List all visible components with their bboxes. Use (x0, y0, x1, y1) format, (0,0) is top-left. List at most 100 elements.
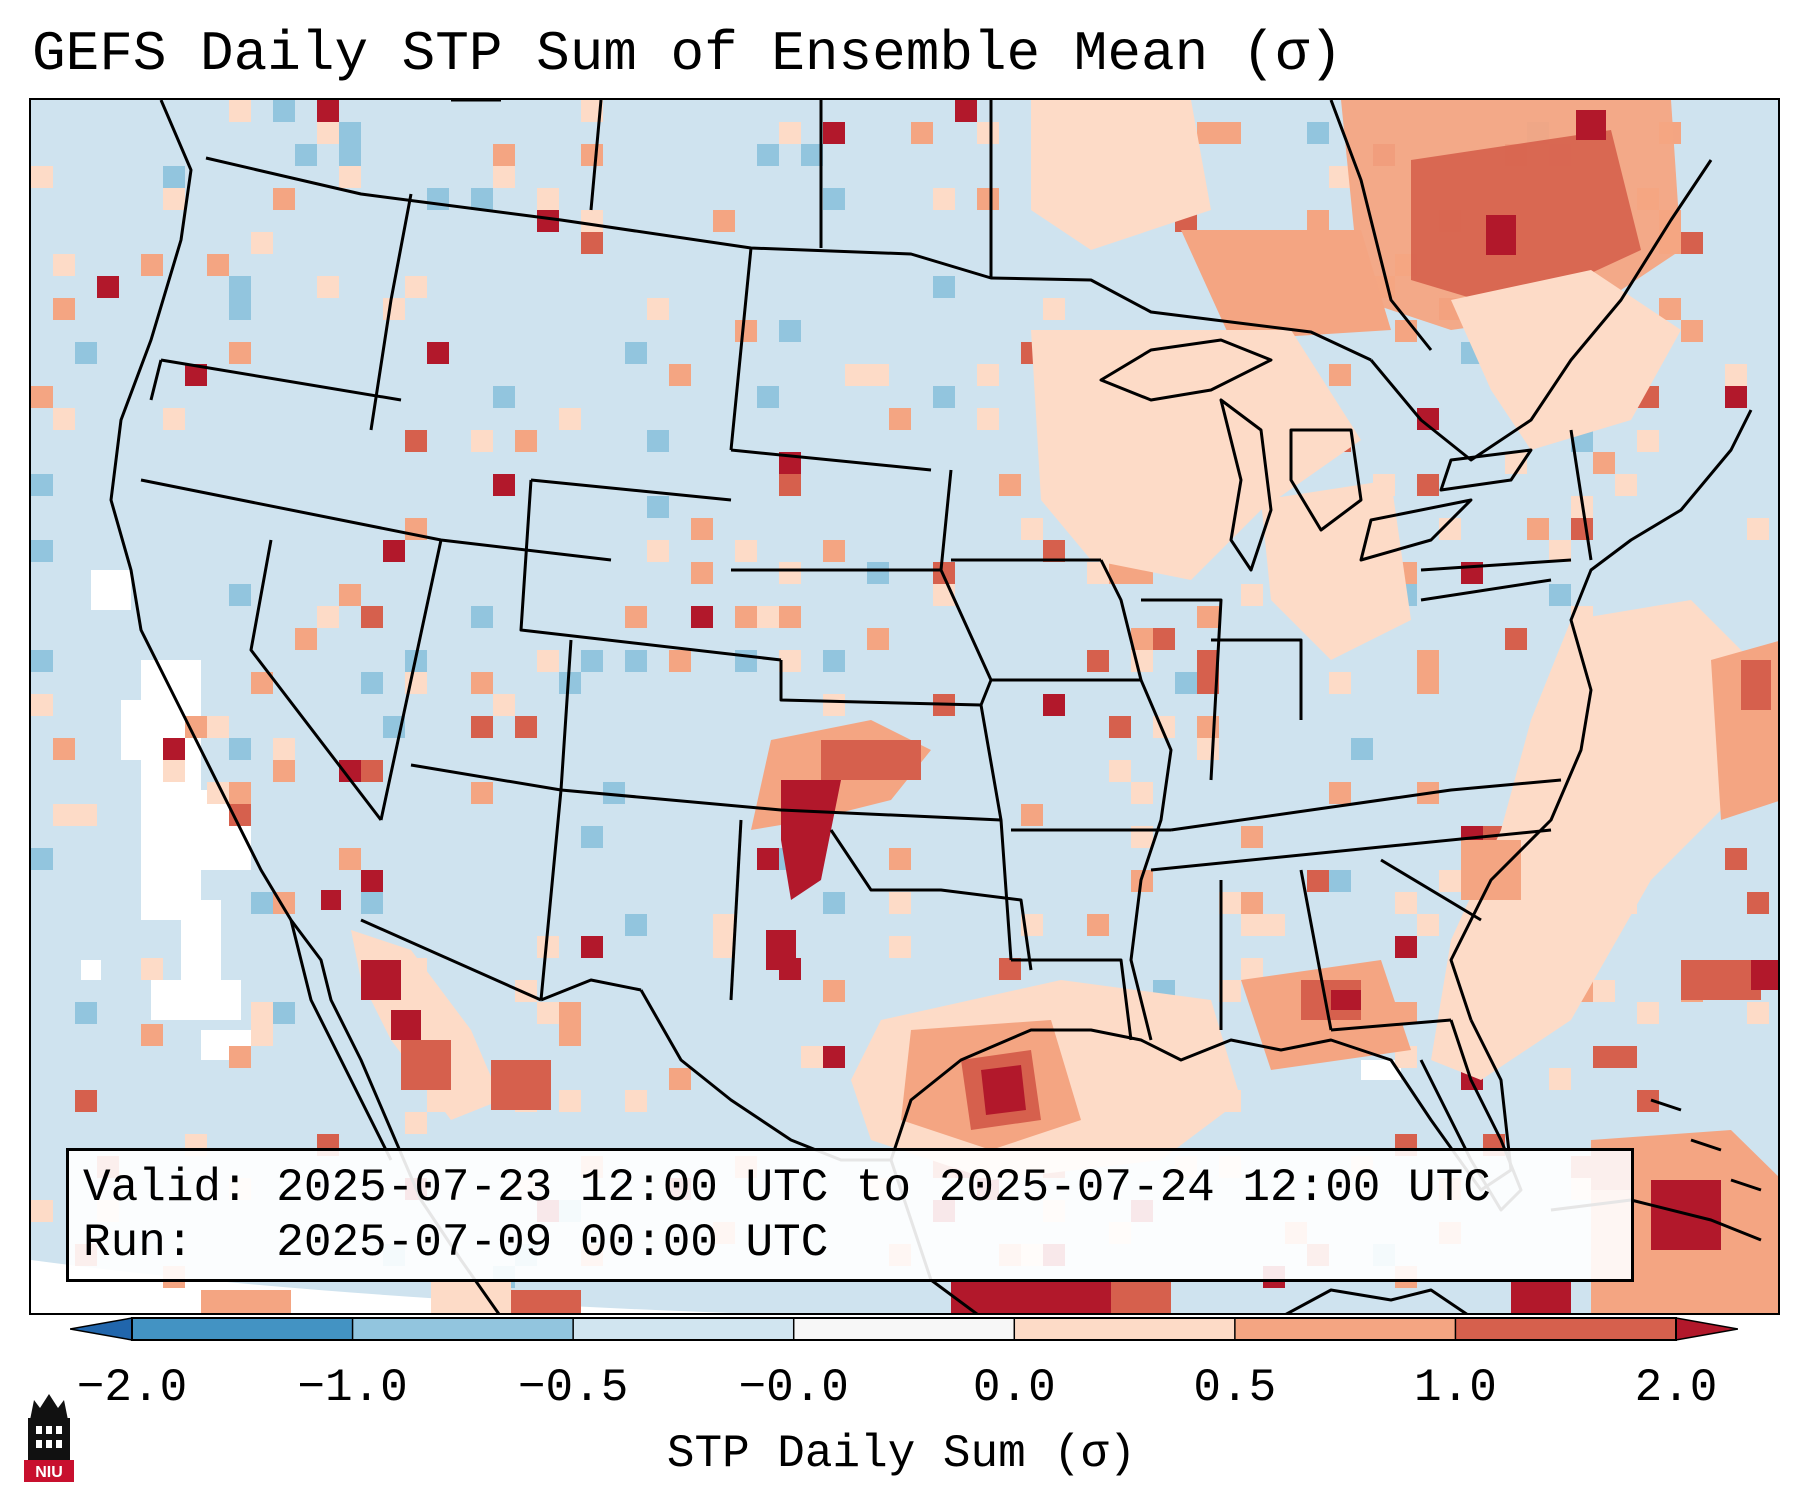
anomaly-cell (273, 1002, 295, 1024)
anomaly-cell (779, 650, 801, 672)
border-co-nm-ok (410, 763, 1002, 822)
border-ny-pa (1420, 558, 1572, 572)
anomaly-cell (493, 386, 515, 408)
anomaly-cell (779, 474, 801, 496)
anomaly-cell (339, 144, 361, 166)
anomaly-cell (823, 540, 845, 562)
coastline-east (1449, 409, 1753, 1021)
anomaly-cell (1681, 232, 1703, 254)
anomaly-cell (31, 650, 53, 672)
coastline-baja (289, 919, 393, 1161)
anomaly-cell (185, 716, 207, 738)
anomaly-cell (1549, 584, 1571, 606)
colorbar-bin (1455, 1318, 1677, 1340)
anomaly-cell (581, 210, 603, 232)
colorbar-segments (70, 1317, 1738, 1341)
anomaly-cell (1219, 122, 1241, 144)
anomaly-cell (823, 892, 845, 914)
anomaly-cell (141, 958, 163, 980)
anomaly-cell (1197, 672, 1219, 694)
anomaly-cell (493, 166, 515, 188)
anomaly-cell (405, 1112, 427, 1134)
anomaly-cell (1593, 1046, 1615, 1068)
anomaly-cell (339, 760, 361, 782)
border-in-oh (1211, 638, 1303, 720)
colorbar-tick-label: 0.5 (1193, 1362, 1277, 1414)
anomaly-cell (1637, 430, 1659, 452)
anomaly-cell (713, 210, 735, 232)
anomaly-cell (1615, 474, 1637, 496)
border-tn-nc (1170, 778, 1562, 832)
anomaly-cell (471, 716, 493, 738)
lake-michigan (1219, 398, 1273, 572)
anomaly-cell (537, 650, 559, 672)
anomaly-cell (977, 122, 999, 144)
anomaly-cell (493, 474, 515, 496)
anomaly-cell (31, 474, 53, 496)
anomaly-cell (1043, 540, 1065, 562)
anomaly-cell (1417, 408, 1439, 430)
border-ne-ks (779, 660, 982, 707)
colorbar-bin (573, 1318, 795, 1340)
anomaly-cell (427, 188, 449, 210)
anomaly-cell (1351, 738, 1373, 760)
border-co-ut-az (539, 639, 573, 1001)
border-la (1011, 958, 1133, 1041)
niu-logo: NIU (24, 1394, 74, 1482)
anomaly-cell (1439, 518, 1461, 540)
anomaly-cell (427, 342, 449, 364)
anomaly-cell (977, 188, 999, 210)
colorbar-tick-label: 0.0 (972, 1362, 1056, 1414)
anomaly-cell (317, 100, 339, 122)
colorbar-tick-label: −1.0 (297, 1362, 408, 1414)
colorbar-tick-label: −0.5 (517, 1362, 629, 1414)
border-il-in (1141, 598, 1223, 781)
anomaly-cell (581, 144, 603, 166)
anomaly-cell (383, 540, 405, 562)
anomaly-cell (251, 1024, 273, 1046)
anomaly-cell (1021, 804, 1043, 826)
anomaly-cell (1043, 694, 1065, 716)
colorbar-bin (1234, 1318, 1456, 1340)
anomaly-cell (295, 144, 317, 166)
anomaly-cell (1329, 364, 1351, 386)
anomaly-cell (999, 958, 1021, 980)
anomaly-cell (229, 782, 251, 804)
anomaly-cell (933, 188, 955, 210)
border-ny-ne (1569, 429, 1593, 561)
colorbar-tick-label: −2.0 (76, 1362, 188, 1414)
map-panel (29, 98, 1780, 1315)
anomaly-cell (141, 1024, 163, 1046)
anomaly-cell (273, 738, 295, 760)
anomaly-cell (207, 782, 229, 804)
border-wy (519, 479, 782, 662)
anomaly-cell (669, 364, 691, 386)
anomaly-cell (603, 782, 625, 804)
anomaly-cell (1725, 848, 1747, 870)
anomaly-cell (361, 892, 383, 914)
lake-ontario (1439, 448, 1533, 492)
anomaly-cell (1241, 584, 1263, 606)
anomaly-cell (757, 606, 779, 628)
anomaly-cell (1637, 1002, 1659, 1024)
anomaly-cell (647, 540, 669, 562)
anomaly-cell (75, 1002, 97, 1024)
anomaly-cell (537, 210, 559, 232)
anomaly-cell (823, 188, 845, 210)
anomaly-cell (1197, 738, 1219, 760)
anomaly-cell (1725, 364, 1747, 386)
anomaly-cell (1241, 958, 1263, 980)
anomaly-cell (493, 144, 515, 166)
border-mn-sd (939, 469, 953, 571)
anomaly-cell (559, 1024, 581, 1046)
anomaly-cell (1659, 298, 1681, 320)
border-or-ca (149, 359, 163, 401)
anomaly-cell (823, 980, 845, 1002)
anomaly-cell (493, 694, 515, 716)
anomaly-cell (471, 430, 493, 452)
anomaly-cell (1615, 1046, 1637, 1068)
anomaly-cell (339, 166, 361, 188)
anomaly-cell (845, 364, 867, 386)
anomaly-cell (647, 298, 669, 320)
colorbar-bin (132, 1318, 354, 1340)
